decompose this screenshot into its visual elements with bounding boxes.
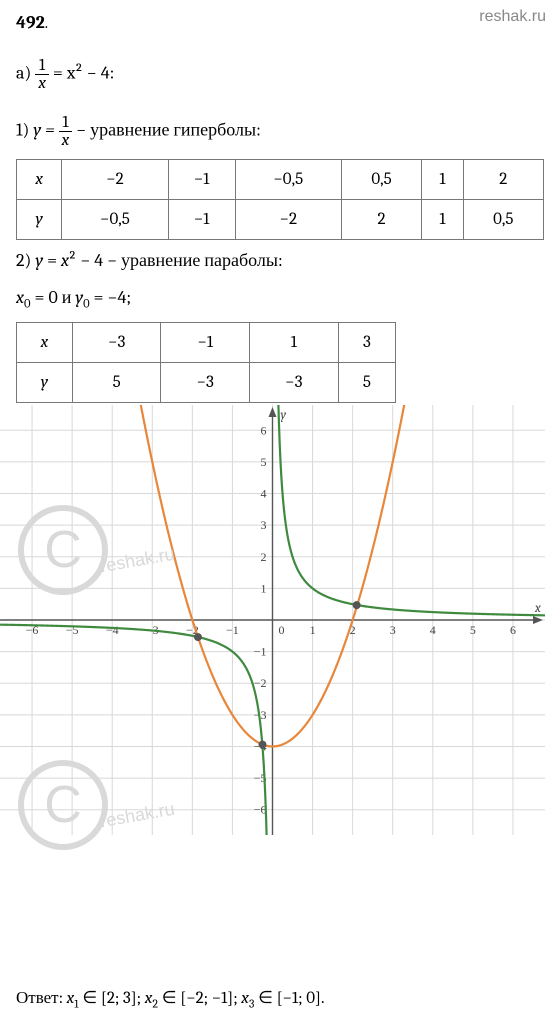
step1: 1) y = 1 x − уравнение гиперболы: [16,114,544,149]
table-parabola: x −3 −1 1 3 y 5 −3 −3 5 [16,322,396,403]
table-row: x −3 −1 1 3 [17,322,396,362]
problem-header: 492. [16,12,544,33]
svg-text:4: 4 [261,486,267,500]
answer-line: Ответ: x1 ∈ [2; 3]; x2 ∈ [−2; −1]; x3 ∈ … [16,988,325,1010]
site-brand: reshak.ru [479,8,546,26]
step1-lhs: y = [33,120,58,141]
part-a-label: a) [16,63,31,84]
svg-text:5: 5 [470,623,476,637]
svg-text:3: 3 [261,518,267,532]
table-hyperbola: x −2 −1 −0,5 0,5 1 2 y −0,5 −1 −2 2 1 0,… [16,159,544,240]
frac-1-over-x: 1 x [35,57,49,92]
svg-text:y: y [281,408,287,423]
svg-text:5: 5 [261,455,267,469]
svg-text:−1: −1 [226,623,239,637]
svg-text:−1: −1 [254,644,267,658]
step2-desc: − уравнение параболы: [107,250,283,271]
svg-text:−4: −4 [106,623,119,637]
graph-container: −6−5−4−3−2−1123456−6−5−4−3−2−11234560xy [0,405,560,835]
problem-number: 492 [16,12,45,33]
svg-text:6: 6 [510,623,516,637]
svg-text:6: 6 [261,423,267,437]
table-row: y 5 −3 −3 5 [17,362,396,402]
step1-label: 1) [16,120,29,141]
answer-label: Ответ: [16,989,67,1008]
svg-text:0: 0 [279,623,285,637]
svg-text:−2: −2 [254,676,267,690]
frac-1-over-x-2: 1 x [59,114,73,149]
table-cell-label: x [17,160,62,200]
svg-text:3: 3 [390,623,396,637]
table-cell-label: y [17,200,62,240]
table-row: y −0,5 −1 −2 2 1 0,5 [17,200,544,240]
step2: 2) y = x² − 4 − уравнение параболы: [16,250,544,271]
table-row: x −2 −1 −0,5 0,5 1 2 [17,160,544,200]
svg-text:x: x [534,601,541,616]
svg-text:1: 1 [261,581,267,595]
step2-eq: y = x² − 4 [35,250,107,271]
step1-desc: − уравнение гиперболы: [76,120,261,141]
part-a-rhs: = x² − 4: [53,63,114,84]
part-a-equation: a) 1 x = x² − 4: [16,57,544,92]
vertex-info: x0 = 0 и y0 = −4; [16,287,544,312]
svg-text:1: 1 [310,623,316,637]
step2-label: 2) [16,250,31,271]
function-graph: −6−5−4−3−2−1123456−6−5−4−3−2−11234560xy [0,405,545,835]
svg-text:2: 2 [261,549,267,563]
problem-number-dot: . [45,14,48,32]
svg-text:4: 4 [430,623,436,637]
